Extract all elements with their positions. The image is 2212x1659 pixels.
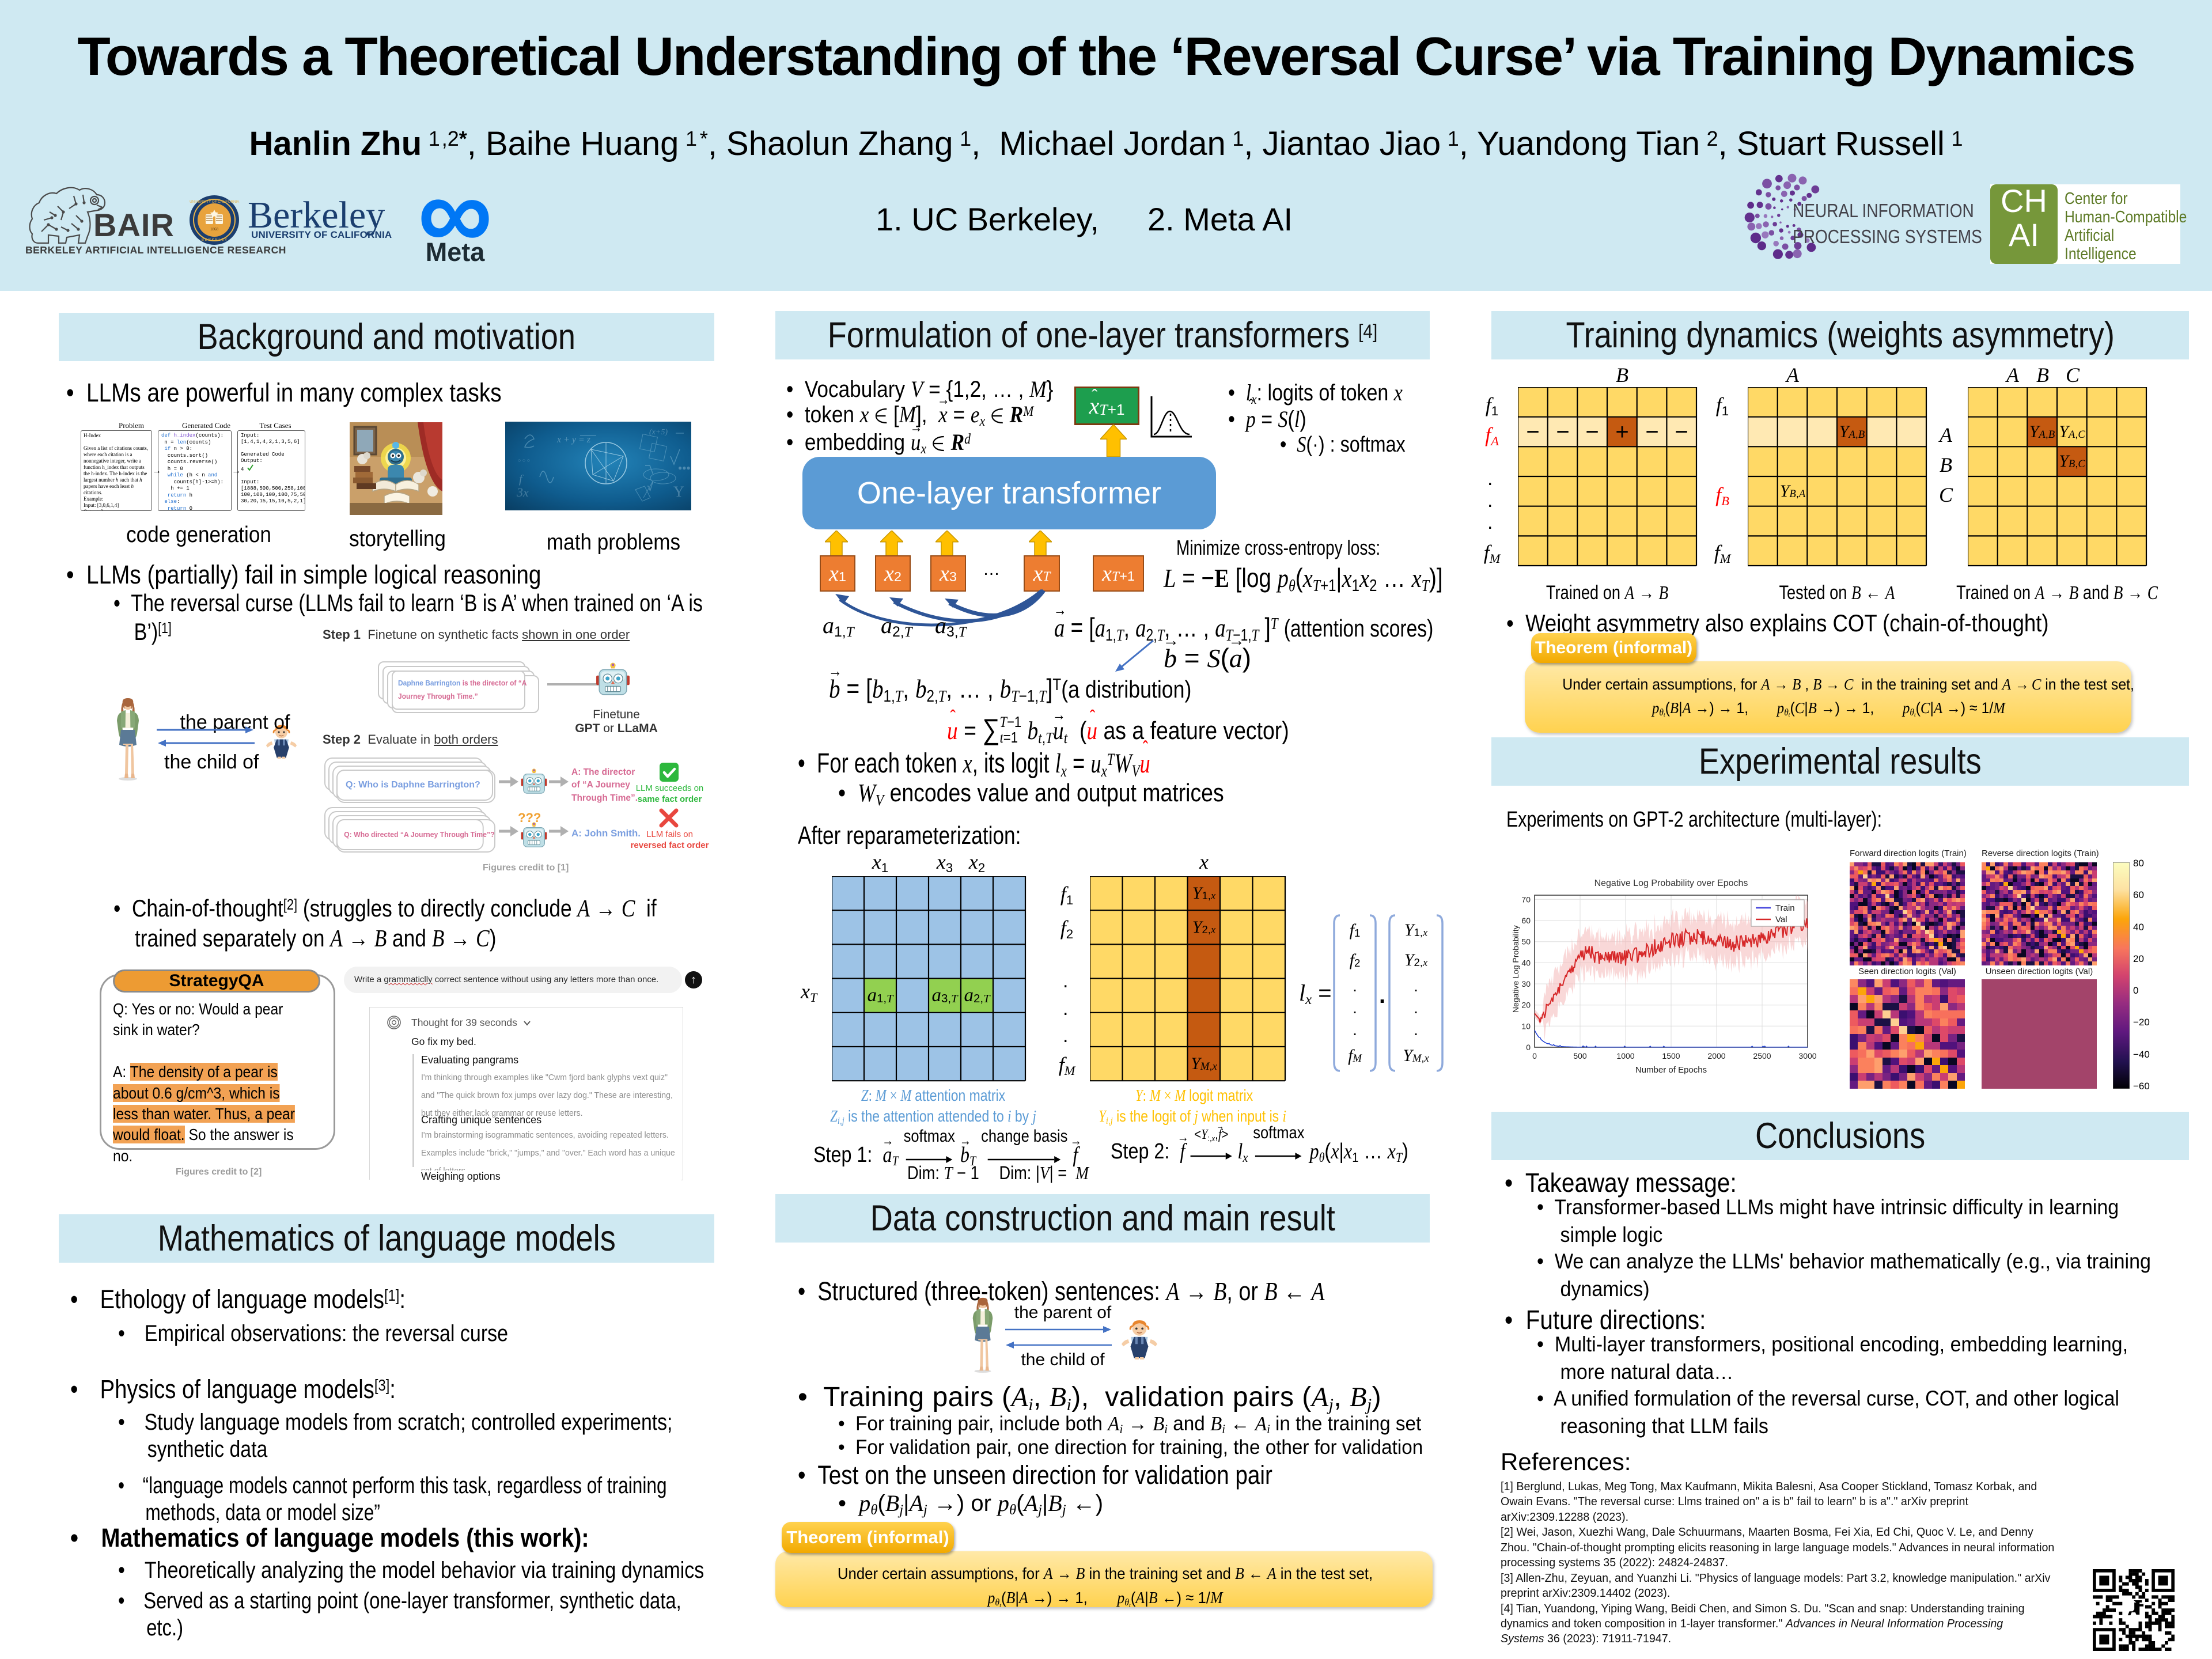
svg-text:3000: 3000 <box>1798 1051 1816 1060</box>
svg-text:Negative Log Probability over: Negative Log Probability over Epochs <box>1594 878 1748 888</box>
svg-text:Number of Epochs: Number of Epochs <box>1635 1065 1707 1075</box>
svg-text:• UNIVERSITY OF CALIFORNIA •: • UNIVERSITY OF CALIFORNIA • <box>189 200 240 204</box>
svg-text:40: 40 <box>1521 958 1531 967</box>
svg-text:0: 0 <box>1526 1043 1531 1052</box>
svg-text:30: 30 <box>1521 979 1531 988</box>
svg-text:x + y = z: x + y = z <box>556 435 591 445</box>
svg-text:●●●: ●●● <box>678 464 691 472</box>
svg-text:Y: Y <box>673 483 684 500</box>
svg-text:1500: 1500 <box>1662 1051 1680 1060</box>
svg-text:1868: 1868 <box>210 227 219 232</box>
svg-text:(x+5): (x+5) <box>649 428 668 437</box>
svg-text:Train: Train <box>1775 903 1795 913</box>
svg-text:0: 0 <box>1532 1051 1537 1060</box>
svg-text:Negative Log Probability: Negative Log Probability <box>1511 925 1520 1013</box>
svg-text:20: 20 <box>1521 1001 1531 1010</box>
svg-text:3x: 3x <box>516 485 529 499</box>
svg-text:2500: 2500 <box>1753 1051 1771 1060</box>
svg-text:B E R K E L E Y: B E R K E L E Y <box>202 238 227 242</box>
svg-text:Val: Val <box>1775 915 1787 925</box>
svg-text:f: f <box>519 473 524 486</box>
svg-text:1000: 1000 <box>1616 1051 1634 1060</box>
svg-text:√: √ <box>647 481 653 494</box>
svg-text:60: 60 <box>1521 916 1531 925</box>
svg-text:70: 70 <box>1521 895 1531 904</box>
svg-text:50: 50 <box>1521 937 1531 946</box>
svg-text:○ ○ ○: ○ ○ ○ <box>518 457 530 463</box>
svg-text:10: 10 <box>1521 1021 1531 1031</box>
svg-text:500: 500 <box>1573 1051 1587 1060</box>
svg-text:2000: 2000 <box>1707 1051 1725 1060</box>
